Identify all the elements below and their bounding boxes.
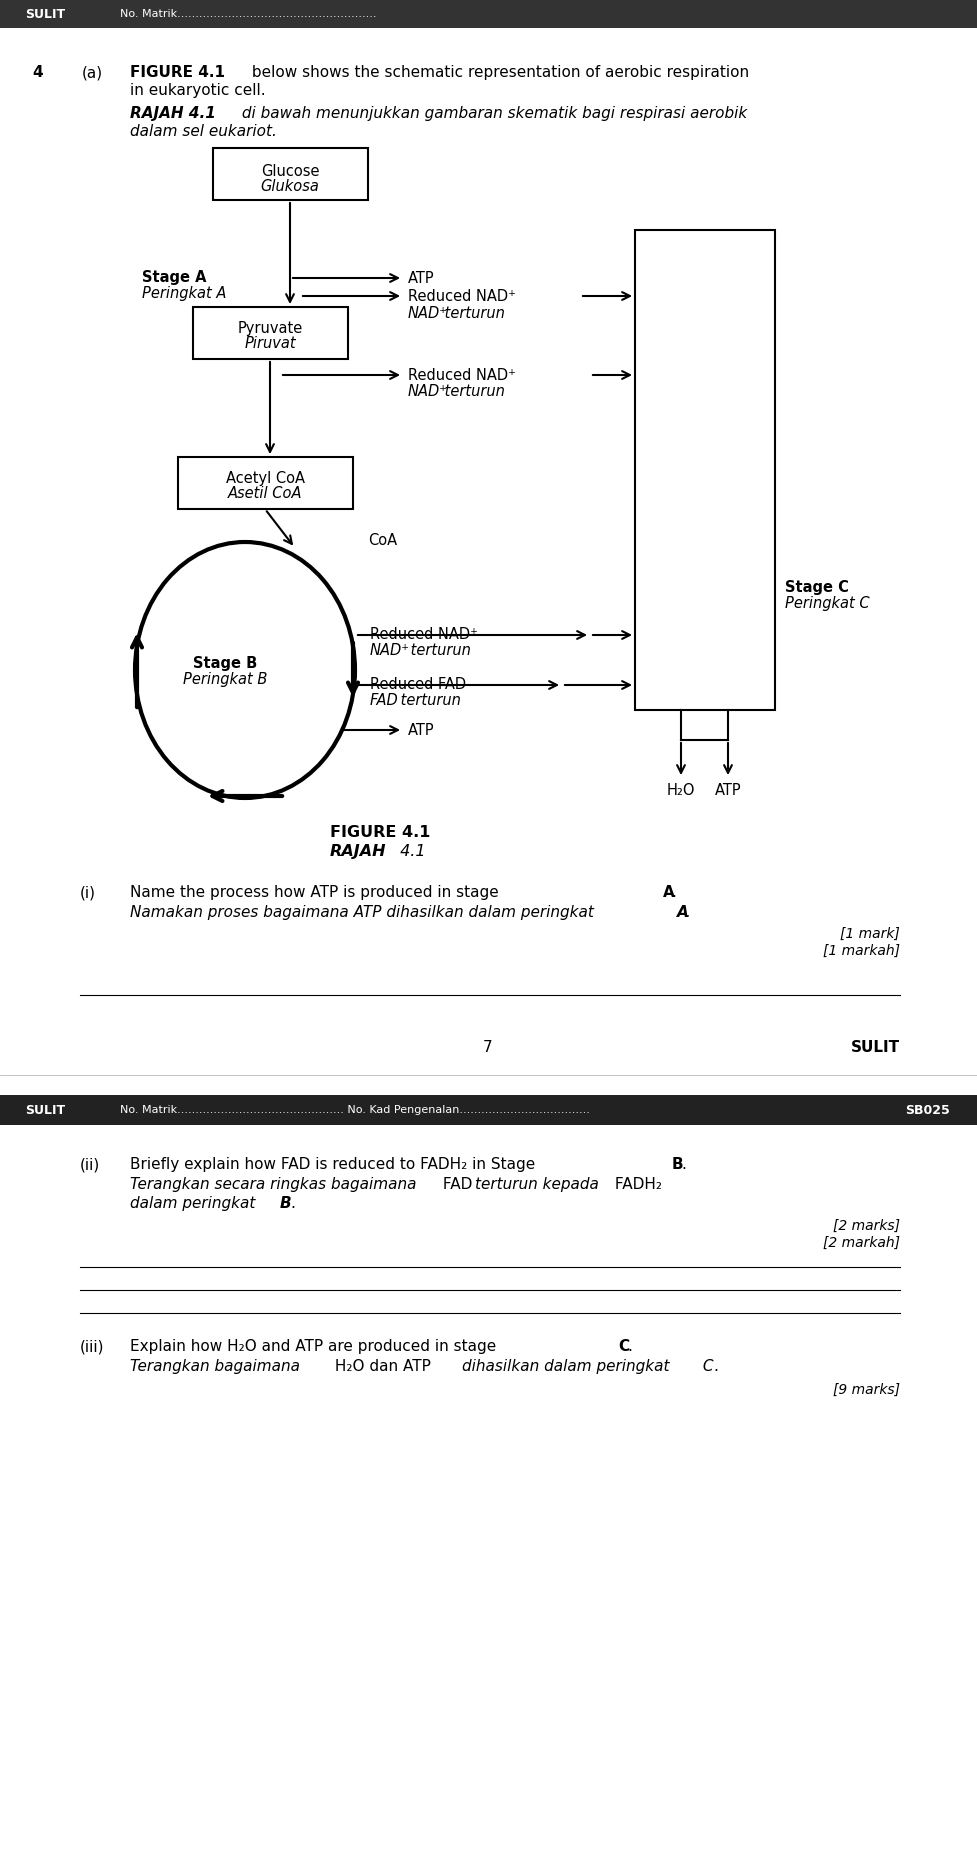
Text: Stage B: Stage B bbox=[192, 655, 257, 670]
Text: .: . bbox=[290, 1195, 295, 1210]
Text: SULIT: SULIT bbox=[851, 1041, 900, 1056]
Text: Asetil CoA: Asetil CoA bbox=[228, 486, 302, 501]
Text: C: C bbox=[618, 1339, 629, 1354]
Text: Explain how H₂O and ATP are produced in stage: Explain how H₂O and ATP are produced in … bbox=[130, 1339, 501, 1354]
Text: terturun: terturun bbox=[440, 384, 505, 398]
Text: RAJAH 4.1: RAJAH 4.1 bbox=[130, 106, 216, 121]
Bar bbox=[193, 307, 348, 359]
Text: (a): (a) bbox=[82, 65, 104, 80]
Text: (iii): (iii) bbox=[80, 1339, 105, 1354]
Bar bbox=[178, 456, 353, 508]
Text: [9 marks]: [9 marks] bbox=[833, 1383, 900, 1396]
Text: Acetyl CoA: Acetyl CoA bbox=[226, 471, 305, 486]
Text: FADH₂: FADH₂ bbox=[610, 1177, 662, 1192]
Text: Name the process how ATP is produced in stage: Name the process how ATP is produced in … bbox=[130, 884, 503, 899]
Text: Terangkan secara ringkas bagaimana: Terangkan secara ringkas bagaimana bbox=[130, 1177, 416, 1192]
Text: No. Matrik.......................................................: No. Matrik..............................… bbox=[120, 9, 376, 19]
Text: [2 marks]: [2 marks] bbox=[833, 1220, 900, 1233]
Text: 7: 7 bbox=[484, 1041, 492, 1056]
Text: C: C bbox=[698, 1359, 713, 1374]
Text: 4.1: 4.1 bbox=[395, 843, 426, 858]
Text: [1 mark]: [1 mark] bbox=[840, 927, 900, 940]
Bar bbox=[0, 0, 977, 28]
Text: B: B bbox=[672, 1156, 684, 1171]
Text: dalam sel eukariot.: dalam sel eukariot. bbox=[130, 125, 276, 140]
Text: FIGURE 4.1: FIGURE 4.1 bbox=[330, 825, 430, 840]
Text: dihasilkan dalam peringkat: dihasilkan dalam peringkat bbox=[462, 1359, 669, 1374]
Bar bbox=[213, 147, 368, 199]
Text: H₂O dan ATP: H₂O dan ATP bbox=[330, 1359, 436, 1374]
Text: B: B bbox=[280, 1195, 291, 1210]
Text: .: . bbox=[627, 1339, 632, 1354]
Text: H₂O: H₂O bbox=[666, 784, 696, 799]
Text: ATP: ATP bbox=[715, 784, 742, 799]
Text: below shows the schematic representation of aerobic respiration: below shows the schematic representation… bbox=[247, 65, 749, 80]
Text: SULIT: SULIT bbox=[25, 1104, 65, 1117]
Text: di bawah menunjukkan gambaran skematik bagi respirasi aerobik: di bawah menunjukkan gambaran skematik b… bbox=[237, 106, 747, 121]
Text: RAJAH: RAJAH bbox=[330, 843, 387, 858]
Text: No. Matrik.............................................. No. Kad Pengenalan.....: No. Matrik..............................… bbox=[120, 1104, 590, 1115]
Text: dalam peringkat: dalam peringkat bbox=[130, 1195, 260, 1210]
Text: in eukaryotic cell.: in eukaryotic cell. bbox=[130, 84, 266, 99]
Bar bbox=[0, 1095, 977, 1125]
Text: Reduced NAD⁺: Reduced NAD⁺ bbox=[408, 289, 516, 304]
Text: [2 markah]: [2 markah] bbox=[823, 1236, 900, 1249]
Text: Pyruvate: Pyruvate bbox=[237, 320, 303, 335]
Text: Glucose: Glucose bbox=[261, 164, 319, 179]
Text: Glukosa: Glukosa bbox=[261, 179, 319, 194]
Text: FAD: FAD bbox=[370, 693, 399, 708]
Text: terturun: terturun bbox=[440, 305, 505, 320]
Text: Reduced FAD: Reduced FAD bbox=[370, 678, 466, 693]
Text: Briefly explain how FAD is reduced to FADH₂ in Stage: Briefly explain how FAD is reduced to FA… bbox=[130, 1156, 540, 1171]
Text: SB025: SB025 bbox=[906, 1104, 950, 1117]
Text: .: . bbox=[681, 1156, 686, 1171]
Text: [1 markah]: [1 markah] bbox=[823, 944, 900, 959]
Text: A: A bbox=[677, 905, 689, 920]
Text: Stage C: Stage C bbox=[785, 579, 849, 596]
Text: CoA: CoA bbox=[368, 533, 397, 547]
Text: NAD⁺: NAD⁺ bbox=[370, 642, 410, 657]
Text: A: A bbox=[663, 884, 675, 899]
Text: (i): (i) bbox=[80, 884, 96, 899]
Text: Reduced NAD⁺: Reduced NAD⁺ bbox=[370, 627, 478, 642]
Text: Namakan proses bagaimana ATP dihasilkan dalam peringkat: Namakan proses bagaimana ATP dihasilkan … bbox=[130, 905, 599, 920]
Text: Reduced NAD⁺: Reduced NAD⁺ bbox=[408, 369, 516, 384]
Text: ATP: ATP bbox=[408, 722, 435, 737]
Text: Stage A: Stage A bbox=[142, 270, 206, 285]
Text: SULIT: SULIT bbox=[25, 7, 65, 20]
Text: terturun kepada: terturun kepada bbox=[475, 1177, 599, 1192]
Text: .: . bbox=[685, 905, 690, 920]
Text: .: . bbox=[671, 884, 676, 899]
Text: terturun: terturun bbox=[396, 693, 461, 708]
Text: FAD: FAD bbox=[438, 1177, 477, 1192]
Text: 4: 4 bbox=[32, 65, 43, 80]
Text: ATP: ATP bbox=[408, 272, 435, 287]
Text: NAD⁺: NAD⁺ bbox=[408, 305, 448, 320]
Text: Peringkat C: Peringkat C bbox=[785, 596, 870, 611]
Text: Piruvat: Piruvat bbox=[244, 335, 296, 352]
Text: FIGURE 4.1: FIGURE 4.1 bbox=[130, 65, 225, 80]
Text: NAD⁺: NAD⁺ bbox=[408, 384, 448, 398]
Text: Peringkat A: Peringkat A bbox=[142, 287, 227, 302]
Bar bbox=[635, 231, 775, 709]
Text: terturun: terturun bbox=[406, 642, 471, 657]
Text: .: . bbox=[713, 1359, 718, 1374]
Text: Terangkan bagaimana: Terangkan bagaimana bbox=[130, 1359, 300, 1374]
Text: (ii): (ii) bbox=[80, 1156, 101, 1171]
Text: Peringkat B: Peringkat B bbox=[183, 672, 267, 687]
